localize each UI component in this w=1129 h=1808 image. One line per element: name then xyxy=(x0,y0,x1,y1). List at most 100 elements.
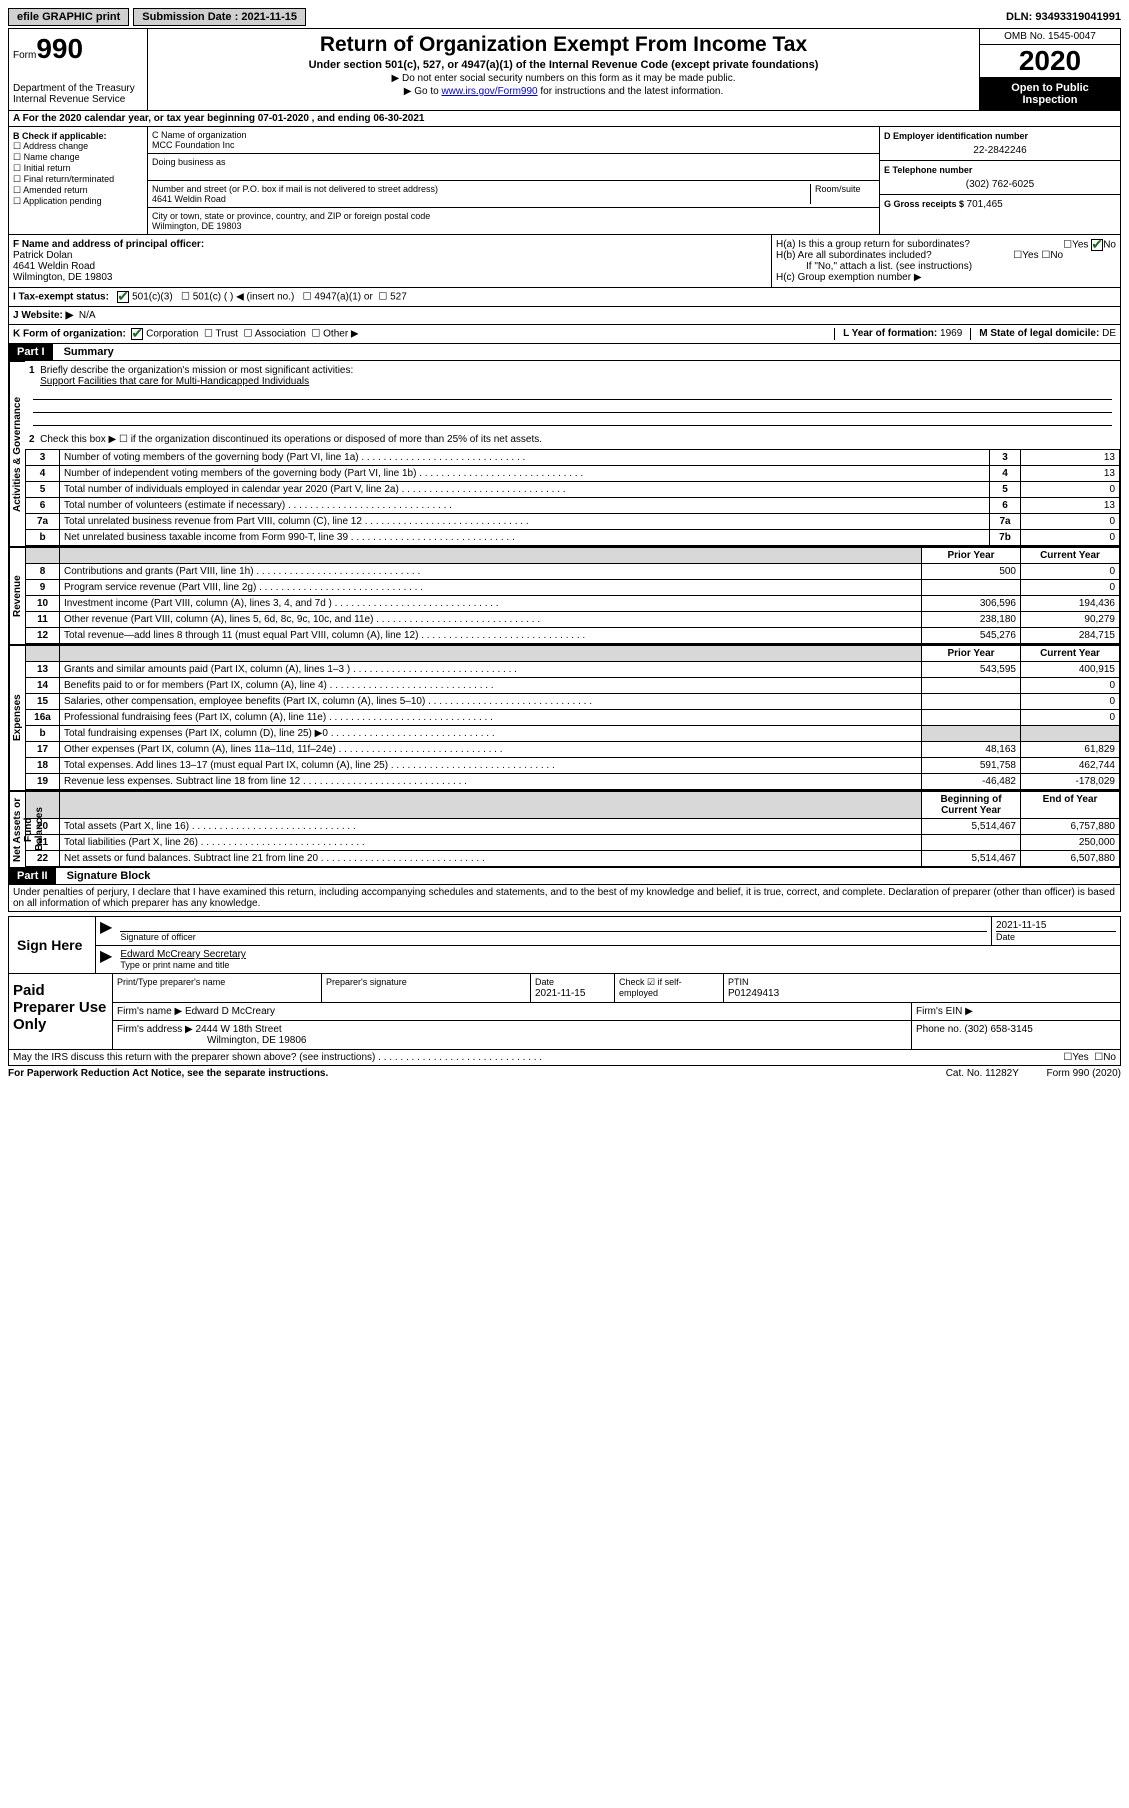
c-name-label: C Name of organization xyxy=(152,130,875,140)
expenses-table: Prior YearCurrent Year13Grants and simil… xyxy=(25,645,1120,790)
k-label: K Form of organization: xyxy=(13,329,126,340)
form-title: Return of Organization Exempt From Incom… xyxy=(152,33,975,57)
cat-no: Cat. No. 11282Y xyxy=(946,1068,1019,1079)
hb: H(b) Are all subordinates included? xyxy=(776,250,932,261)
name-label: Type or print name and title xyxy=(120,960,1116,970)
form-header: Form990 Department of the Treasury Inter… xyxy=(8,28,1121,111)
inspection-badge: Open to Public Inspection xyxy=(980,78,1120,110)
box-d: D Employer identification number 22-2842… xyxy=(880,127,1120,234)
gross-label: G Gross receipts $ xyxy=(884,199,967,209)
501c3-checked xyxy=(117,291,129,303)
check-application-pending[interactable]: ☐ Application pending xyxy=(13,196,143,207)
top-bar: efile GRAPHIC print Submission Date : 20… xyxy=(8,8,1121,26)
phone-label: E Telephone number xyxy=(884,165,1116,175)
gross: 701,465 xyxy=(967,199,1003,210)
part-2-badge: Part II xyxy=(9,868,56,884)
phone: (302) 762-6025 xyxy=(884,175,1116,190)
part-2-header: Part II Signature Block Under penalties … xyxy=(8,868,1121,912)
hc: H(c) Group exemption number ▶ xyxy=(776,272,1116,283)
header-right: OMB No. 1545-0047 2020 Open to Public In… xyxy=(979,29,1120,110)
check-initial-return[interactable]: ☐ Initial return xyxy=(13,163,143,174)
header-left: Form990 Department of the Treasury Inter… xyxy=(9,29,148,110)
vlabel-revenue: Revenue xyxy=(9,547,25,644)
addr: 4641 Weldin Road xyxy=(152,194,806,204)
box-b: B Check if applicable: ☐ Address change … xyxy=(9,127,148,234)
check-final-return[interactable]: ☐ Final return/terminated xyxy=(13,174,143,185)
date-label: Date xyxy=(996,931,1116,942)
part-1-title: Summary xyxy=(56,344,122,360)
tax-year: 2020 xyxy=(980,45,1120,78)
sign-block: Sign Here ▶ Signature of officer 2021-11… xyxy=(8,916,1121,974)
part-2-title: Signature Block xyxy=(59,868,159,884)
addr-label: Number and street (or P.O. box if mail i… xyxy=(152,184,806,194)
paperwork-notice: For Paperwork Reduction Act Notice, see … xyxy=(8,1068,328,1079)
box-b-heading: B Check if applicable: xyxy=(13,131,143,141)
dln: DLN: 93493319041991 xyxy=(1006,11,1121,23)
check-amended[interactable]: ☐ Amended return xyxy=(13,185,143,196)
city-label: City or town, state or province, country… xyxy=(152,211,875,221)
j-label: J Website: ▶ xyxy=(13,310,73,321)
part-1-badge: Part I xyxy=(9,344,53,360)
k-row: K Form of organization: Corporation ☐ Tr… xyxy=(8,325,1121,344)
discuss-row: May the IRS discuss this return with the… xyxy=(8,1050,1121,1066)
firm-phone: (302) 658-3145 xyxy=(964,1024,1032,1035)
paid-preparer-block: Paid Preparer Use Only Print/Type prepar… xyxy=(8,974,1121,1050)
f-label: F Name and address of principal officer: xyxy=(13,239,767,250)
paid-label: Paid Preparer Use Only xyxy=(9,974,113,1049)
vlabel-expenses: Expenses xyxy=(9,645,25,790)
box-h: H(a) Is this a group return for subordin… xyxy=(772,235,1120,287)
city: Wilmington, DE 19803 xyxy=(152,221,875,231)
netassets-table: Beginning of Current YearEnd of Year20To… xyxy=(25,791,1120,867)
sign-date: 2021-11-15 xyxy=(996,920,1116,931)
line-a: A For the 2020 calendar year, or tax yea… xyxy=(8,111,1121,127)
submission-date-box: Submission Date : 2021-11-15 xyxy=(133,8,306,26)
firm-ein-label: Firm's EIN ▶ xyxy=(912,1003,1120,1020)
form-subtitle: Under section 501(c), 527, or 4947(a)(1)… xyxy=(152,59,975,71)
tax-exempt-row: I Tax-exempt status: 501(c)(3) ☐ 501(c) … xyxy=(8,288,1121,307)
room-label: Room/suite xyxy=(811,184,875,204)
instructions-link[interactable]: www.irs.gov/Form990 xyxy=(441,86,537,97)
firm-addr1: 2444 W 18th Street xyxy=(196,1024,282,1035)
f-h-row: F Name and address of principal officer:… xyxy=(8,235,1121,288)
perjury-text: Under penalties of perjury, I declare th… xyxy=(9,884,1120,911)
dba-label: Doing business as xyxy=(152,157,875,167)
revenue-table: Prior YearCurrent Year8Contributions and… xyxy=(25,547,1120,644)
arrow-icon: ▶ xyxy=(96,946,116,973)
state-domicile: DE xyxy=(1102,328,1116,339)
ein-label: D Employer identification number xyxy=(884,131,1116,141)
hb-note: If "No," attach a list. (see instruction… xyxy=(776,261,1116,272)
prep-date: 2021-11-15 xyxy=(535,988,585,999)
arrow-icon: ▶ xyxy=(96,917,116,945)
efile-button[interactable]: efile GRAPHIC print xyxy=(8,8,129,26)
org-name: MCC Foundation Inc xyxy=(152,140,875,150)
discuss-text: May the IRS discuss this return with the… xyxy=(13,1052,1063,1063)
form-number: 990 xyxy=(36,33,83,64)
irs: Internal Revenue Service xyxy=(13,94,143,105)
omb: OMB No. 1545-0047 xyxy=(980,29,1120,45)
website-row: J Website: ▶ N/A xyxy=(8,307,1121,325)
check-name-change[interactable]: ☐ Name change xyxy=(13,152,143,163)
instr-1: ▶ Do not enter social security numbers o… xyxy=(152,73,975,84)
ein: 22-2842246 xyxy=(884,141,1116,156)
vlabel-netassets: Net Assets or Fund Balances xyxy=(9,791,25,867)
vlabel-governance: Activities & Governance xyxy=(9,361,25,546)
check-address-change[interactable]: ☐ Address change xyxy=(13,141,143,152)
officer-addr2: Wilmington, DE 19803 xyxy=(13,272,767,283)
officer-addr1: 4641 Weldin Road xyxy=(13,261,767,272)
website: N/A xyxy=(79,310,96,321)
mission: Support Facilities that care for Multi-H… xyxy=(40,376,309,387)
corp-checked xyxy=(131,328,143,340)
sig-label: Signature of officer xyxy=(120,931,987,942)
header-center: Return of Organization Exempt From Incom… xyxy=(148,29,979,110)
q2: 2 Check this box ▶ ☐ if the organization… xyxy=(25,430,1120,449)
submission-label: Submission Date : xyxy=(142,11,241,23)
ha: H(a) Is this a group return for subordin… xyxy=(776,239,970,250)
officer-name: Patrick Dolan xyxy=(13,250,767,261)
q1: 1 Briefly describe the organization's mi… xyxy=(25,361,1120,430)
year-formation: 1969 xyxy=(940,328,962,339)
box-f: F Name and address of principal officer:… xyxy=(9,235,772,287)
dept: Department of the Treasury xyxy=(13,83,143,94)
officer-typed-name: Edward McCreary Secretary xyxy=(120,949,1116,960)
form-word: Form xyxy=(13,50,36,61)
firm-addr2: Wilmington, DE 19806 xyxy=(117,1035,307,1046)
